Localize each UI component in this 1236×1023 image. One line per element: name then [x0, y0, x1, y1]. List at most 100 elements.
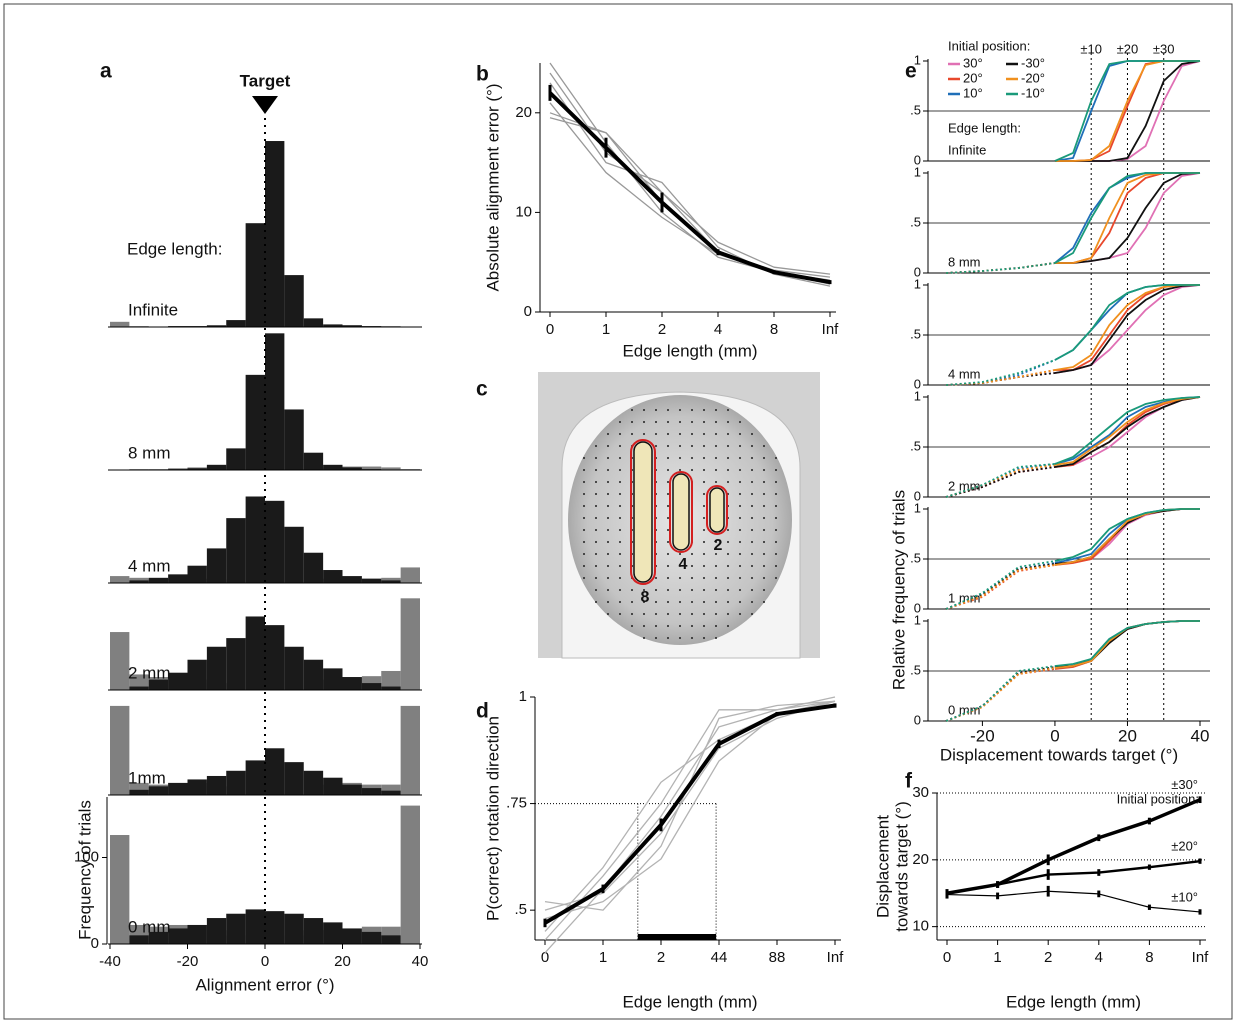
- pin: [715, 457, 717, 459]
- series-line: [946, 859, 1201, 895]
- histogram-bar: [342, 677, 362, 690]
- panel-label: 2 mm: [128, 663, 171, 682]
- reference-label: ±20: [1117, 41, 1139, 56]
- pin: [739, 601, 741, 603]
- x-tick-label: 1: [993, 949, 1001, 966]
- series-line: [549, 72, 831, 275]
- pin: [655, 625, 657, 627]
- figure-frame: [3, 3, 1233, 1020]
- y-tick-label: 0: [914, 152, 921, 167]
- pin: [595, 541, 597, 543]
- x-tick-label: 20: [334, 953, 351, 970]
- pin: [631, 613, 633, 615]
- histogram-bar: [265, 911, 285, 944]
- pin: [583, 517, 585, 519]
- pin: [679, 457, 681, 459]
- panel-label: d: [476, 700, 489, 723]
- histogram-bar: [284, 646, 304, 690]
- pin: [619, 481, 621, 483]
- y-tick-label: .5: [910, 550, 921, 565]
- pin: [691, 469, 693, 471]
- pin: [583, 457, 585, 459]
- pin: [727, 625, 729, 627]
- histogram-bar: [265, 748, 285, 795]
- cdf-line: [945, 466, 1056, 498]
- series-line: [549, 82, 831, 287]
- pin: [703, 529, 705, 531]
- pin: [655, 589, 657, 591]
- pin: [727, 409, 729, 411]
- pin: [727, 457, 729, 459]
- pin: [643, 625, 645, 627]
- pin: [763, 601, 765, 603]
- pin: [655, 421, 657, 423]
- pin: [595, 517, 597, 519]
- pin: [655, 433, 657, 435]
- pin: [667, 565, 669, 567]
- pin: [691, 445, 693, 447]
- pin: [679, 625, 681, 627]
- histogram-bar: [129, 789, 149, 795]
- pin: [703, 565, 705, 567]
- y-tick-label: .5: [910, 326, 921, 341]
- histogram-bar: [381, 935, 401, 944]
- histogram-bar: [342, 928, 362, 944]
- pin: [703, 517, 705, 519]
- histogram-bar: [265, 141, 285, 327]
- series-line: [946, 798, 1201, 895]
- histogram-bar: [148, 679, 169, 690]
- pin: [619, 577, 621, 579]
- legend-label: -10°: [1021, 85, 1045, 100]
- histogram-bar: [361, 931, 382, 944]
- pin: [751, 601, 753, 603]
- pin: [703, 637, 705, 639]
- pin: [727, 529, 729, 531]
- stimulus-outline: [669, 471, 693, 553]
- pin: [631, 625, 633, 627]
- pin: [595, 601, 597, 603]
- pin: [751, 577, 753, 579]
- pin: [679, 445, 681, 447]
- y-tick-label: 1: [914, 52, 921, 67]
- panel-label: 1 mm: [948, 590, 981, 605]
- y-tick-label: 20: [912, 851, 929, 868]
- pin: [607, 445, 609, 447]
- pin: [763, 457, 765, 459]
- x-tick-label: 2: [1044, 949, 1052, 966]
- pin: [727, 601, 729, 603]
- pin: [727, 565, 729, 567]
- pin: [655, 409, 657, 411]
- cdf-line: [1054, 396, 1201, 465]
- stimulus-label: 8: [641, 589, 650, 606]
- histogram-bar: [323, 464, 343, 470]
- pin: [751, 613, 753, 615]
- pin: [607, 541, 609, 543]
- pin: [667, 637, 669, 639]
- pin: [679, 589, 681, 591]
- x-tick-label: 2: [657, 949, 665, 966]
- pin: [775, 541, 777, 543]
- pin: [763, 589, 765, 591]
- x-tick-label: 2: [658, 321, 666, 338]
- histogram-bar: [381, 580, 401, 583]
- pin: [583, 541, 585, 543]
- histogram-bar: [303, 552, 324, 583]
- pin: [739, 421, 741, 423]
- pin: [583, 505, 585, 507]
- x-tick-label: 0: [1050, 726, 1059, 745]
- pin: [595, 553, 597, 555]
- histogram-bar: [361, 578, 382, 583]
- pin: [751, 481, 753, 483]
- histogram-bar: [206, 325, 227, 327]
- y-axis-label: Absolute alignment error (°): [483, 83, 502, 291]
- stimulus-4: [672, 473, 690, 551]
- histogram-bar: [265, 500, 285, 583]
- histogram-bar: [303, 659, 324, 690]
- pin: [775, 529, 777, 531]
- pin: [739, 481, 741, 483]
- x-tick-label: 8: [1145, 949, 1153, 966]
- pin: [739, 469, 741, 471]
- cdf-line: [945, 564, 1056, 610]
- histogram-bar: [168, 574, 188, 583]
